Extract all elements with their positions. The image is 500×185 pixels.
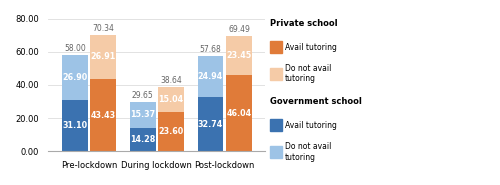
Bar	[158, 87, 184, 112]
Bar	[198, 97, 224, 151]
Text: 23.60: 23.60	[158, 127, 184, 136]
Text: 14.28: 14.28	[130, 135, 156, 144]
Bar	[90, 79, 117, 151]
Text: 57.68: 57.68	[200, 45, 222, 53]
Text: 32.74: 32.74	[198, 120, 223, 129]
Bar	[226, 36, 252, 75]
Text: Private school: Private school	[270, 18, 338, 28]
FancyBboxPatch shape	[270, 41, 281, 53]
Text: 29.65: 29.65	[132, 91, 154, 100]
FancyBboxPatch shape	[270, 119, 281, 131]
Bar	[198, 56, 224, 97]
Text: Do not avail
tutoring: Do not avail tutoring	[285, 142, 332, 162]
Bar	[90, 35, 117, 79]
Text: 26.90: 26.90	[62, 73, 88, 82]
FancyBboxPatch shape	[270, 146, 281, 158]
Text: 70.34: 70.34	[92, 23, 114, 33]
Text: 38.64: 38.64	[160, 76, 182, 85]
Text: 15.04: 15.04	[158, 95, 184, 104]
Text: 15.37: 15.37	[130, 110, 156, 119]
Bar	[158, 112, 184, 151]
Text: Do not avail
tutoring: Do not avail tutoring	[285, 64, 332, 83]
Bar	[130, 128, 156, 151]
Bar	[130, 102, 156, 128]
Bar	[62, 55, 88, 100]
Text: 58.00: 58.00	[64, 44, 86, 53]
Text: 24.94: 24.94	[198, 72, 223, 81]
Bar	[62, 100, 88, 151]
FancyBboxPatch shape	[270, 68, 281, 80]
Text: Avail tutoring: Avail tutoring	[285, 43, 337, 52]
Bar	[226, 75, 252, 151]
Text: 26.91: 26.91	[91, 52, 116, 61]
Text: 43.43: 43.43	[91, 111, 116, 120]
Text: Government school: Government school	[270, 97, 362, 106]
Text: 46.04: 46.04	[226, 109, 252, 118]
Text: Avail tutoring: Avail tutoring	[285, 121, 337, 130]
Text: 31.10: 31.10	[62, 121, 88, 130]
Text: 23.45: 23.45	[226, 51, 252, 60]
Text: 69.49: 69.49	[228, 25, 250, 34]
